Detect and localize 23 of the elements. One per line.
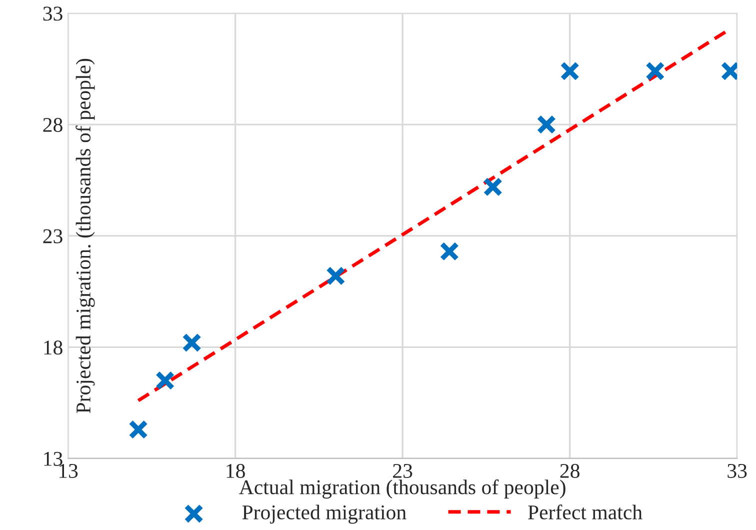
x-tick-label: 23 (393, 464, 412, 478)
y-tick-label: 23 (43, 229, 62, 244)
point (560, 61, 580, 81)
point (182, 332, 202, 352)
y-tick-label: 18 (44, 340, 62, 355)
x-tick-label: 18 (226, 464, 245, 478)
point (536, 114, 556, 134)
y-tick-label: 28 (43, 118, 62, 132)
y-tick-label: 33 (43, 6, 62, 21)
y-tick-label: 13 (44, 452, 62, 466)
point (155, 370, 175, 390)
point (645, 61, 665, 81)
legend-label: Projected migration (242, 504, 406, 524)
x-axis-title: Actual migration (thousands of people) (239, 479, 566, 499)
x-tick-label: 28 (560, 464, 580, 478)
y-axis-title: Projected migration. (thousands of people) (76, 58, 95, 414)
point (128, 420, 148, 440)
x-tick-label: 33 (728, 464, 747, 478)
x-tick-label: 13 (59, 464, 78, 478)
legend-label: Perfect match (528, 504, 642, 520)
point (483, 177, 503, 197)
point (440, 242, 460, 262)
point (326, 266, 346, 286)
